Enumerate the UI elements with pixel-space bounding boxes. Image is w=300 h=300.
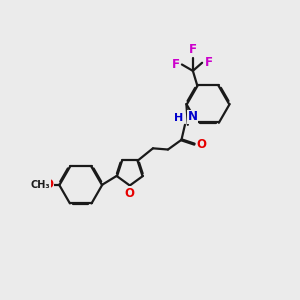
- Text: F: F: [172, 58, 180, 71]
- Text: H: H: [174, 112, 183, 122]
- Text: O: O: [197, 138, 207, 151]
- Text: F: F: [189, 43, 197, 56]
- Text: O: O: [43, 178, 53, 191]
- Text: N: N: [188, 110, 198, 123]
- Text: O: O: [125, 187, 135, 200]
- Text: CH₃: CH₃: [31, 180, 50, 190]
- Text: F: F: [204, 56, 212, 69]
